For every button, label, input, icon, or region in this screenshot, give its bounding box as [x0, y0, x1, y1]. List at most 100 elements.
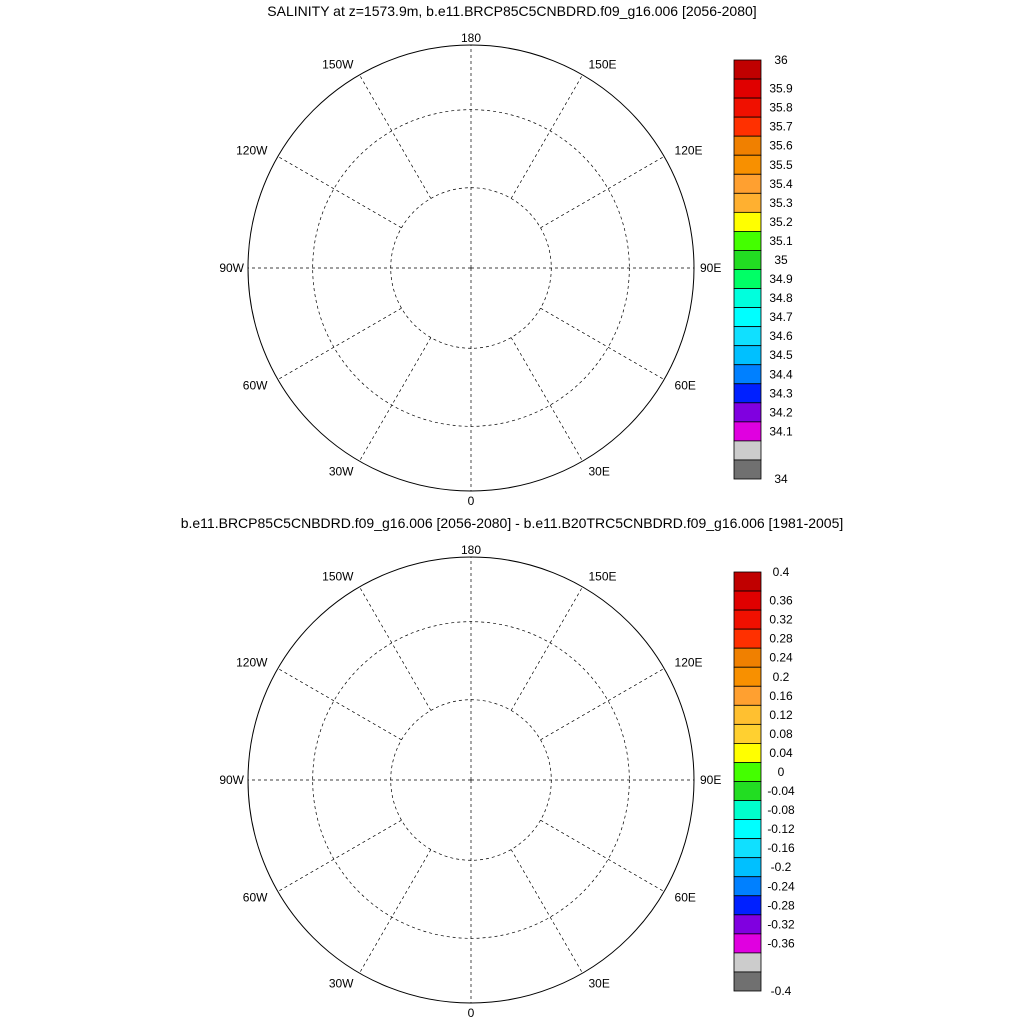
field-region: [381, 154, 546, 468]
field-region: [347, 310, 369, 336]
meridian-line: [277, 307, 402, 380]
colorbar-swatch: [733, 590, 762, 611]
zero-contour: [523, 726, 541, 744]
colorbar-swatch: [733, 628, 762, 649]
colorbar-swatch: [733, 288, 762, 308]
field-region: [329, 938, 379, 972]
colorbar-swatch: [733, 97, 762, 118]
lon-label-ur1: 150E: [589, 569, 617, 583]
colorbar-swatch: [733, 933, 762, 954]
colorbar-2: 0.4 0.36 0.32 0.28 0.24 0.2 0.16 0.12 0.08 0.04 0 -…: [733, 565, 795, 998]
colorbar-label: 35.4: [769, 177, 793, 191]
zero-contour: [393, 672, 399, 700]
meridian-line: [540, 156, 665, 229]
meridian-line: [510, 337, 583, 462]
colorbar-swatch: [733, 743, 762, 763]
colorbar-label: 35.2: [769, 215, 793, 229]
lon-label-right: 90E: [700, 261, 721, 275]
meridian-line: [277, 819, 402, 892]
lon-label-bottom: 0: [468, 1006, 475, 1020]
colorbar-label: 35.1: [769, 234, 793, 248]
colorbar-swatch: [733, 269, 762, 289]
colorbar-label: -0.16: [767, 841, 795, 855]
colorbar-swatch: [733, 459, 762, 480]
field-region: [381, 666, 546, 980]
lon-label-right: 90E: [700, 773, 721, 787]
lon-label-ul2: 120W: [236, 144, 268, 158]
colorbar-label: -0.28: [767, 898, 795, 912]
colorbar-label: 34.6: [769, 329, 793, 343]
map-boundary: [247, 44, 695, 492]
colorbar-swatch: [733, 571, 762, 592]
field-regions: [283, 46, 546, 482]
colorbar-label: 35.5: [769, 158, 793, 172]
colorbar-label: 0.08: [769, 727, 793, 741]
meridian-line: [359, 849, 432, 974]
colorbar-swatch: [733, 250, 762, 270]
colorbar-label: 34.9: [769, 272, 793, 286]
lon-label-ur1: 150E: [589, 57, 617, 71]
meridian-line: [359, 74, 432, 199]
lon-label-ll2: 30W: [329, 977, 354, 991]
colorbar-swatch: [733, 116, 762, 137]
meridian-line: [277, 668, 402, 741]
colorbar-swatch: [733, 59, 762, 80]
lon-label-top: 180: [461, 31, 481, 45]
field-region: [345, 824, 367, 848]
meridian-line: [540, 668, 665, 741]
colorbar-label: 35.9: [769, 82, 793, 96]
colorbar-label: 34: [774, 472, 788, 486]
colorbar-swatch: [733, 895, 762, 916]
colorbar-swatch: [733, 762, 762, 782]
colorbar-swatch: [733, 971, 762, 992]
field-region: [523, 726, 549, 752]
lon-label-ur2: 120E: [675, 144, 703, 158]
colorbar-label: 34.3: [769, 386, 793, 400]
colorbar-swatch: [733, 952, 762, 973]
colorbar-label: -0.4: [771, 984, 792, 998]
lon-label-lr1: 60E: [675, 891, 696, 905]
colorbar-label: 0.36: [769, 594, 793, 608]
colorbar-label: 0.12: [769, 708, 793, 722]
meridian-line: [359, 586, 432, 711]
colorbar-swatch: [733, 781, 762, 801]
field-regions: [283, 558, 549, 994]
colorbar-label: 34.4: [769, 367, 793, 381]
colorbar-label: -0.32: [767, 917, 795, 931]
colorbar-swatch: [733, 364, 762, 385]
colorbar-swatch: [733, 647, 762, 668]
lon-label-bottom: 0: [468, 494, 475, 508]
colorbar-swatch: [733, 78, 762, 99]
colorbar-swatch: [733, 800, 762, 820]
lon-label-ul2: 120W: [236, 656, 268, 670]
colorbar-swatch: [733, 154, 762, 175]
colorbar-label: 35.3: [769, 196, 793, 210]
lon-label-ll1: 60W: [243, 891, 268, 905]
colorbar-label: -0.2: [771, 860, 792, 874]
colorbar-label: 0.24: [769, 651, 793, 665]
colorbar-swatch: [733, 819, 762, 840]
colorbar-swatch: [733, 914, 762, 935]
colorbar-label: 0.16: [769, 689, 793, 703]
colorbar-swatch: [733, 345, 762, 366]
colorbar-swatch: [733, 609, 762, 630]
field-region: [343, 840, 353, 854]
lon-label-top: 180: [461, 543, 481, 557]
colorbar-label: 34.1: [769, 424, 793, 438]
colorbar-swatch: [733, 135, 762, 156]
field-region: [439, 414, 449, 432]
polar-map-1: 180 150E 120E 90E 60E 30E 0 30W 60W 90W 120W 150W: [219, 31, 721, 508]
field-region: [329, 426, 379, 460]
lon-label-lr2: 30E: [589, 977, 610, 991]
colorbar-swatch: [733, 440, 762, 461]
colorbar-swatch: [733, 211, 762, 232]
lon-label-ur2: 120E: [675, 656, 703, 670]
polar-map-2: 180 150E 120E 90E 60E 30E 0 30W 60W 90W 120W 150W: [219, 543, 721, 1020]
lon-label-lr2: 30E: [589, 465, 610, 479]
colorbar-swatch: [733, 723, 762, 744]
colorbar-label: 0.28: [769, 632, 793, 646]
colorbar-label: 36: [774, 53, 788, 67]
colorbar-swatch: [733, 421, 762, 442]
colorbar-label: -0.36: [767, 936, 795, 950]
